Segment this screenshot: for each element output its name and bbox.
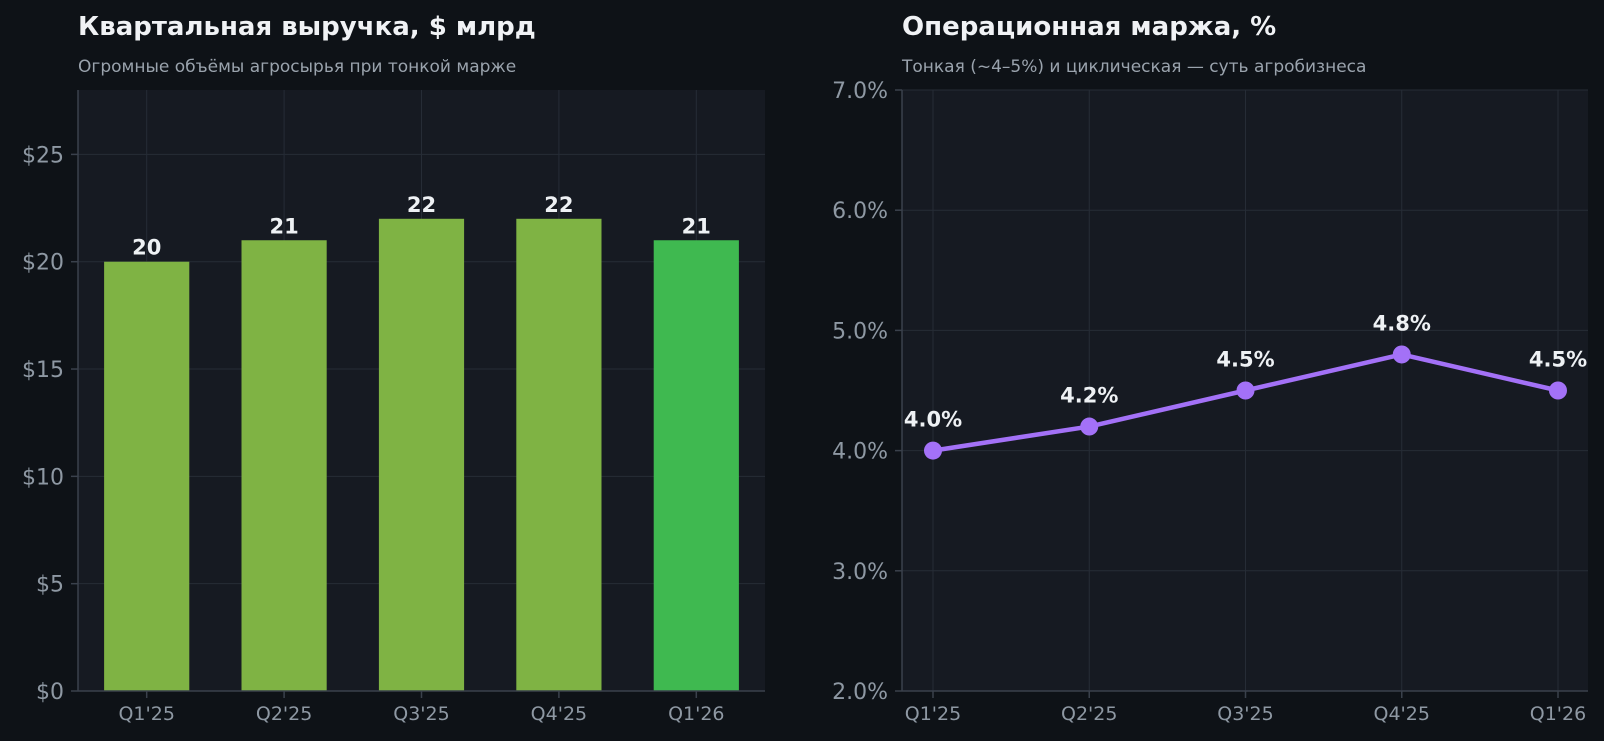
margin-line-series: 4.0% 4.2% 4.5% 4.8% 4.5% xyxy=(904,311,1587,460)
revenue-bars: 20 21 22 22 21 xyxy=(104,193,739,692)
margin-xtick-label: Q1'26 xyxy=(1530,703,1586,725)
margin-point xyxy=(1080,417,1099,436)
revenue-bar xyxy=(378,218,465,692)
margin-chart-title: Операционная маржа, % xyxy=(902,12,1276,42)
revenue-bar-value-label: 22 xyxy=(544,193,573,217)
margin-ytick-label: 3.0% xyxy=(832,560,888,585)
revenue-bar-value-label: 21 xyxy=(269,214,298,238)
revenue-xtick-label: Q1'26 xyxy=(668,703,724,725)
margin-point-value-label: 4.2% xyxy=(1060,384,1118,408)
revenue-xtick-label: Q4'25 xyxy=(531,703,587,725)
margin-chart: Операционная маржа, % Тонкая (~4–5%) и ц… xyxy=(832,12,1588,725)
margin-ytick-label: 2.0% xyxy=(832,680,888,705)
margin-xtick-label: Q4'25 xyxy=(1374,703,1430,725)
revenue-bar-value-label: 22 xyxy=(407,193,436,217)
revenue-chart-title: Квартальная выручка, $ млрд xyxy=(78,12,536,42)
margin-point xyxy=(1236,381,1255,400)
margin-ytick-label: 4.0% xyxy=(832,440,888,465)
margin-chart-subtitle: Тонкая (~4–5%) и циклическая — суть агро… xyxy=(901,57,1366,77)
revenue-bar xyxy=(653,240,739,691)
margin-point xyxy=(1392,345,1411,364)
revenue-axes: $0 $5 $10 $15 $20 $25 Q1'25 Q2'25 Q3'25 Q4'25 Q1'2… xyxy=(22,90,765,725)
margin-point xyxy=(924,441,942,460)
revenue-bar xyxy=(516,218,602,692)
revenue-bar xyxy=(241,240,327,691)
revenue-bar-value-label: 20 xyxy=(132,236,161,260)
revenue-chart-subtitle: Огромные объёмы агросырья при тонкой мар… xyxy=(78,57,516,77)
margin-ytick-label: 6.0% xyxy=(832,199,888,224)
revenue-chart: Квартальная выручка, $ млрд Огромные объ… xyxy=(22,12,765,725)
margin-point-value-label: 4.5% xyxy=(1216,348,1274,372)
revenue-ytick-label: $5 xyxy=(36,573,64,598)
revenue-bar-value-label: 21 xyxy=(682,214,711,238)
revenue-xtick-label: Q3'25 xyxy=(393,703,449,725)
margin-point-value-label: 4.5% xyxy=(1529,348,1587,372)
revenue-ytick-label: $10 xyxy=(22,465,64,490)
margin-xtick-label: Q2'25 xyxy=(1061,703,1117,725)
revenue-ytick-label: $25 xyxy=(22,143,64,168)
revenue-ytick-label: $0 xyxy=(36,680,64,705)
margin-axes: 2.0% 3.0% 4.0% 5.0% 6.0% 7.0% Q1'25 Q2'25 Q3'25 Q… xyxy=(832,79,1588,725)
revenue-bar xyxy=(104,261,190,691)
revenue-xtick-label: Q1'25 xyxy=(118,703,174,725)
margin-ytick-label: 7.0% xyxy=(832,79,888,104)
margin-ytick-label: 5.0% xyxy=(832,319,888,344)
margin-point-value-label: 4.8% xyxy=(1373,311,1431,335)
margin-point xyxy=(1549,381,1567,400)
margin-xtick-label: Q3'25 xyxy=(1217,703,1273,725)
revenue-xtick-label: Q2'25 xyxy=(256,703,312,725)
revenue-ytick-label: $20 xyxy=(22,251,64,276)
margin-xtick-label: Q1'25 xyxy=(905,703,961,725)
margin-point-value-label: 4.0% xyxy=(904,408,962,432)
revenue-ytick-label: $15 xyxy=(22,358,64,383)
